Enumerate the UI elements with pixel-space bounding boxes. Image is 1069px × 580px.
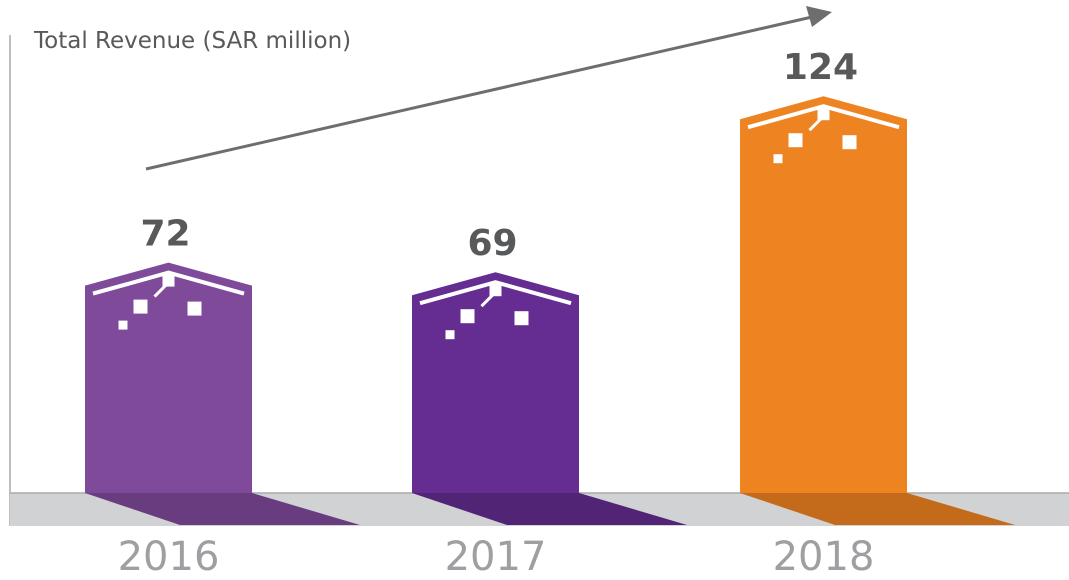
- bar-shadow-tint: [740, 493, 1015, 525]
- bar-deco: [842, 135, 857, 150]
- bar-roof-stripe: [747, 104, 900, 130]
- x-tick-label: 2018: [773, 534, 875, 580]
- bar-deco: [187, 301, 202, 316]
- bar-deco: [133, 299, 148, 314]
- bar-roof-stripe: [419, 280, 572, 306]
- bar-deco: [773, 154, 783, 164]
- x-tick-label: 2017: [445, 534, 547, 580]
- bar-shadow-tint: [412, 493, 687, 525]
- bar-deco: [153, 281, 170, 298]
- bar-shadow: [740, 493, 1015, 525]
- bar-roof-stripe: [92, 270, 245, 296]
- bar-deco: [514, 311, 529, 326]
- bar: [85, 262, 252, 493]
- bar: [412, 272, 579, 493]
- bar-deco: [445, 330, 455, 340]
- value-label: 69: [467, 223, 517, 264]
- bar-shadow: [85, 493, 360, 525]
- x-tick-label: 2016: [118, 534, 220, 580]
- value-label: 72: [140, 214, 190, 255]
- bar-deco: [118, 320, 128, 330]
- bar-deco: [460, 309, 475, 324]
- chart-title: Total Revenue (SAR million): [33, 28, 351, 54]
- trend-arrow-head: [806, 6, 832, 27]
- bar: [740, 96, 907, 493]
- bar-deco: [808, 115, 825, 132]
- bar-deco: [788, 133, 803, 148]
- value-label: 124: [783, 47, 858, 88]
- bars: [85, 96, 1015, 525]
- bar-shadow: [412, 493, 687, 525]
- bar-shadow-tint: [85, 493, 360, 525]
- bar-deco: [480, 291, 497, 308]
- trend-arrow: [145, 15, 813, 171]
